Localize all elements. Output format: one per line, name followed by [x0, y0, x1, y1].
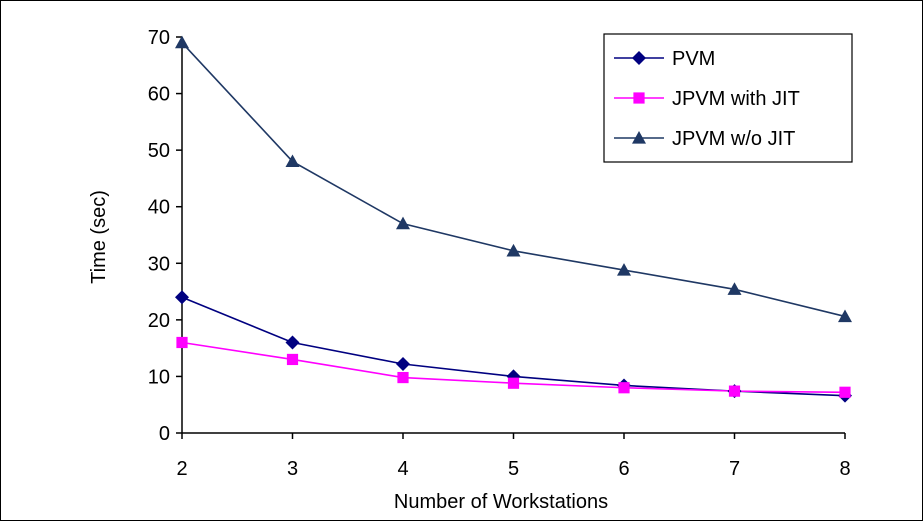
legend-label: PVM: [672, 48, 715, 70]
triangle-marker: [617, 263, 631, 276]
square-marker: [618, 382, 630, 394]
x-tick-label: 3: [287, 458, 298, 480]
square-marker: [728, 385, 741, 397]
series-markers: [175, 35, 852, 403]
triangle-marker: [727, 282, 742, 295]
triangle-marker: [396, 216, 410, 230]
square-marker: [633, 92, 645, 104]
diamond-marker: [632, 51, 646, 65]
y-tick-label: 0: [159, 423, 170, 445]
y-tick-label: 50: [148, 140, 170, 162]
x-tick-label: 7: [729, 458, 740, 480]
legend-label: JPVM w/o JIT: [672, 128, 795, 150]
triangle-marker: [285, 154, 300, 168]
square-marker: [397, 371, 409, 384]
diamond-marker: [175, 290, 189, 305]
y-tick-label: 30: [148, 253, 170, 275]
triangle-marker: [632, 131, 646, 144]
x-tick-label: 2: [176, 458, 187, 480]
square-marker: [286, 353, 299, 366]
legend-label: JPVM with JIT: [672, 88, 800, 110]
triangle-marker: [506, 243, 521, 257]
y-tick-label: 70: [148, 27, 170, 49]
legend: PVM JPVM with JIT JPVM w/o JIT: [603, 33, 853, 163]
y-tick-label: 40: [148, 197, 170, 219]
triangle-marker: [175, 35, 189, 49]
square-marker: [176, 336, 188, 349]
x-tick-label: 6: [618, 458, 629, 480]
square-marker: [507, 377, 520, 389]
y-tick-label: 20: [148, 310, 170, 332]
x-tick-label: 5: [508, 458, 519, 480]
y-tick-label: 10: [148, 366, 170, 388]
y-tick-label: 60: [148, 84, 170, 106]
square-marker: [839, 386, 851, 398]
x-axis-title: Number of Workstations: [394, 491, 608, 513]
triangle-marker: [838, 309, 852, 323]
diamond-marker: [285, 335, 300, 350]
x-tick-label: 8: [839, 458, 850, 480]
diamond-marker: [396, 356, 410, 371]
axes: 0 10 20 30 40 50 60 70 2 3 4 5 6 7 8: [148, 27, 851, 480]
x-tick-label: 4: [397, 458, 408, 480]
y-axis-title: Time (sec): [88, 190, 110, 284]
